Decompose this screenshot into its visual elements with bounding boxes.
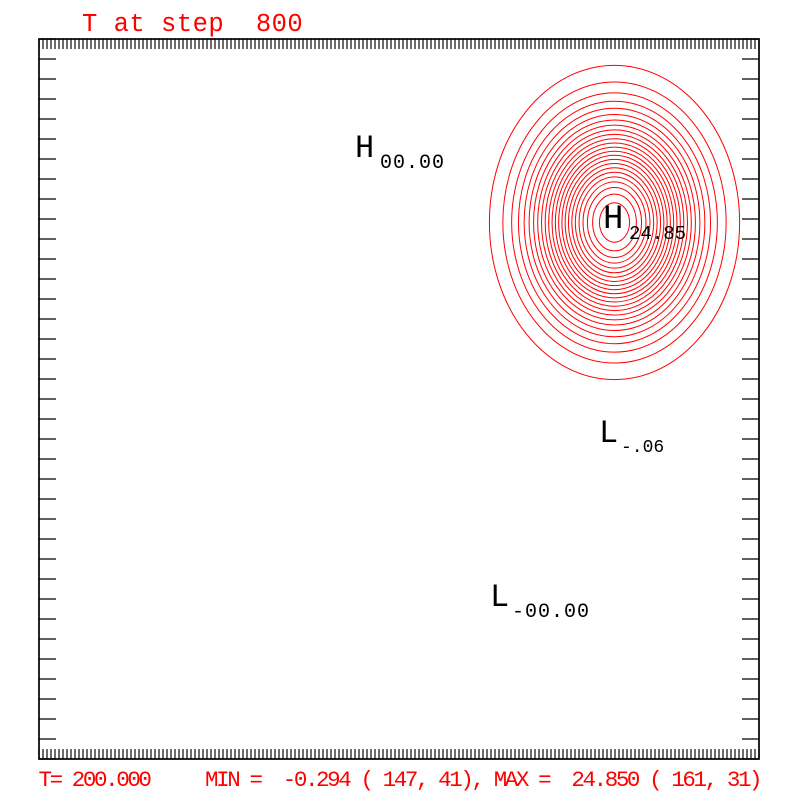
svg-text:H: H [603,201,623,239]
svg-text:24.85: 24.85 [629,223,686,245]
svg-text:-00.00: -00.00 [512,601,590,624]
svg-text:H: H [355,130,374,167]
svg-text:L: L [599,415,618,452]
svg-text:-.06: -.06 [621,438,664,458]
svg-text:L: L [490,579,509,616]
svg-text:00.00: 00.00 [380,152,445,175]
svg-text:T at step 800: T at step 800 [82,10,303,39]
svg-text:T= 200.000 MIN = -0.294 (: T= 200.000 MIN = -0.294 ( 147, 41), MAX … [39,767,761,793]
